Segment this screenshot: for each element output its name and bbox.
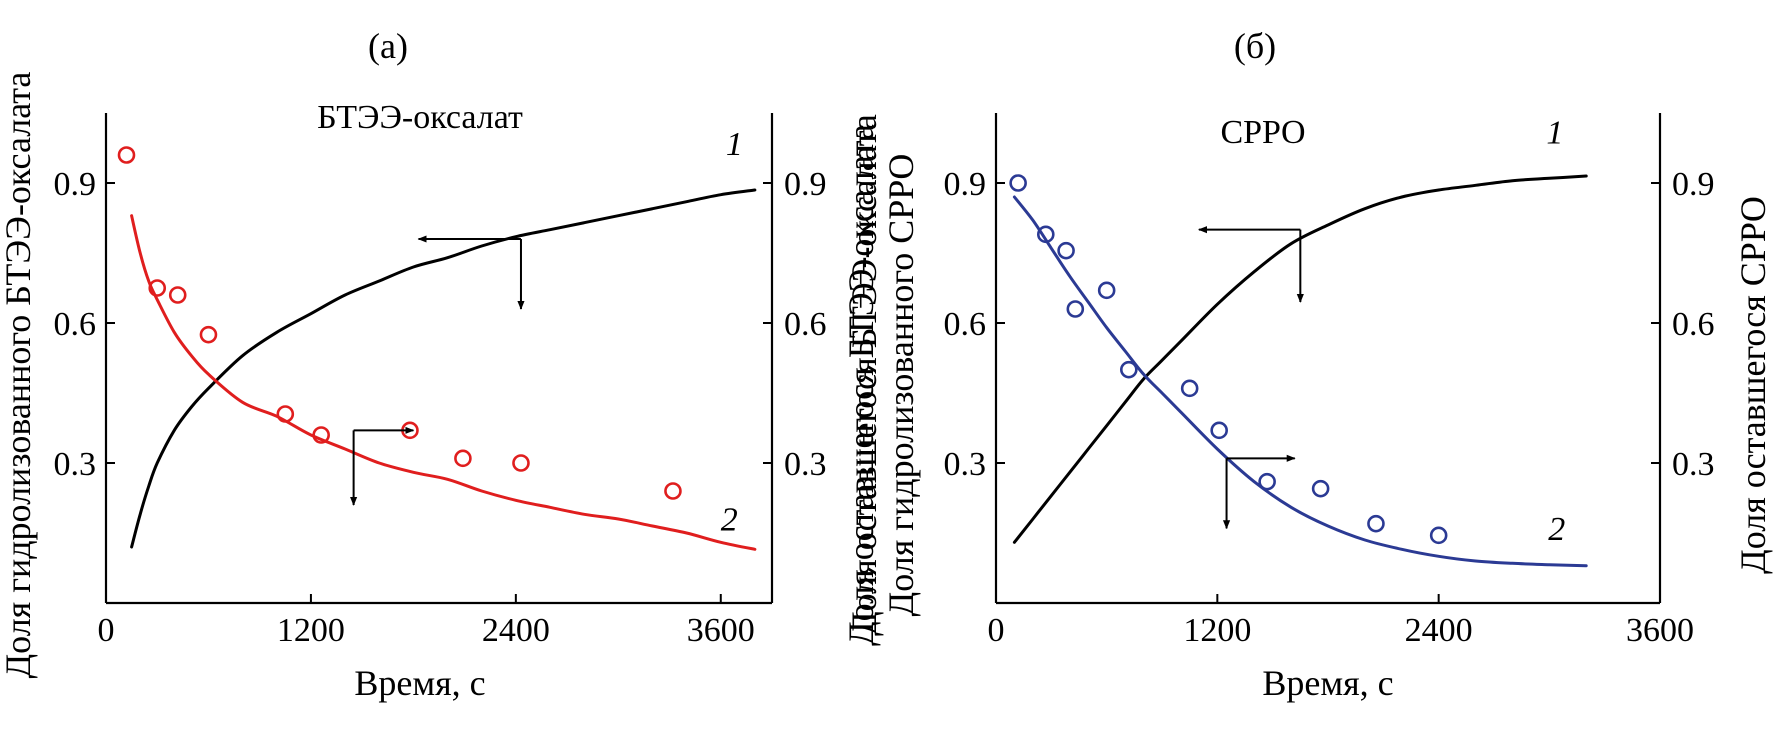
arrows-b [1197,226,1304,530]
data-point-a [454,449,472,468]
x-tick-label-b: 2400 [1405,612,1473,649]
left-y-tick-label-a: 0.6 [54,306,97,343]
data-point-b [1429,526,1448,545]
right-y-tick-label-a: 0.9 [784,166,827,203]
right-y-tick-label-b: 0.9 [1672,166,1715,203]
left-y-tick-label-a: 0.9 [54,166,97,203]
data-point-b [1210,421,1228,440]
series-a [117,146,757,551]
data-point-a [199,325,218,344]
data-point-a [512,454,530,472]
data-point-a [117,146,136,164]
data-point-b [1367,514,1385,533]
left-y-tick-label-b: 0.6 [944,306,987,343]
arrows-a [350,235,525,506]
left-y-axis-title-b-outer: Доля оставшегося БТЭЭ-оксалата [841,124,881,646]
panel-title-b: CPPO [1220,114,1305,151]
data-point-a [664,482,682,500]
x-tick-label-b: 1200 [1183,612,1251,649]
left-y-tick-label-b: 0.9 [944,166,987,203]
left-y-axis-title-b: Доля гидролизованного CPPO [881,154,921,617]
ticks-a: 0 1200 2400 3600 0.3 0.3 0.6 0.6 0.9 0.9 [54,166,827,649]
x-tick-label-a: 2400 [482,612,550,649]
right-y-tick-label-a: 0.6 [784,306,827,343]
x-tick-label-a: 0 [98,612,115,649]
series-1-line-a [130,188,757,549]
data-point-b [1120,360,1138,379]
right-y-tick-label-a: 0.3 [784,446,827,483]
curve-label-a: 2 [721,502,738,539]
annotations-b: 12 [1546,114,1565,548]
left-y-tick-label-a: 0.3 [54,446,97,483]
data-point-a [168,286,187,304]
right-y-tick-label-b: 0.3 [1672,446,1715,483]
data-point-b [1009,174,1027,192]
x-tick-label-a: 1200 [277,612,345,649]
panel-label-b: (б) [1234,26,1276,66]
data-point-b [1066,300,1085,318]
panel-label-a: (а) [368,26,408,66]
series-2-line-b [1012,195,1588,568]
data-point-b [1057,241,1075,260]
data-point-a [276,405,295,423]
curve-label-b: 1 [1546,114,1563,151]
data-point-b [1180,379,1199,398]
annotations-a: 12 [721,126,743,539]
right-y-tick-label-b: 0.6 [1672,306,1715,343]
x-axis-title-a: Время, с [354,663,485,703]
panel-b: (б) CPPO Время, с Доля оставшегося БТЭЭ-… [841,26,1773,703]
series-2-line-a [130,214,757,551]
data-point-b [1097,281,1116,300]
data-point-a [312,426,330,444]
x-tick-label-b: 3600 [1626,612,1694,649]
left-y-axis-title-a: Доля гидролизованного БТЭЭ-оксалата [0,72,38,679]
x-tick-label-a: 3600 [687,612,755,649]
data-point-b [1258,472,1276,491]
x-tick-label-b: 0 [988,612,1005,649]
curve-label-a: 1 [726,126,743,163]
series-b [1009,174,1588,568]
ticks-b: 0 1200 2400 3600 0.3 0.3 0.6 0.6 0.9 0.9 [944,166,1715,649]
panel-a: (а) БТЭЭ-оксалат Время, с Доля гидролизо… [0,26,884,703]
left-y-tick-label-b: 0.3 [944,446,987,483]
series-1-line-b [1012,174,1588,544]
x-axis-title-b: Время, с [1262,663,1393,703]
curve-label-b: 2 [1548,511,1565,548]
data-point-a [148,279,167,297]
data-point-b [1311,479,1330,498]
right-y-axis-title-b: Доля оставшегося CPPO [1733,196,1773,574]
right-y-axis-title-a: Доля оставшегося БТЭЭ-оксалата [844,114,884,636]
panel-title-a: БТЭЭ-оксалат [317,99,523,136]
data-point-b [1037,225,1055,244]
